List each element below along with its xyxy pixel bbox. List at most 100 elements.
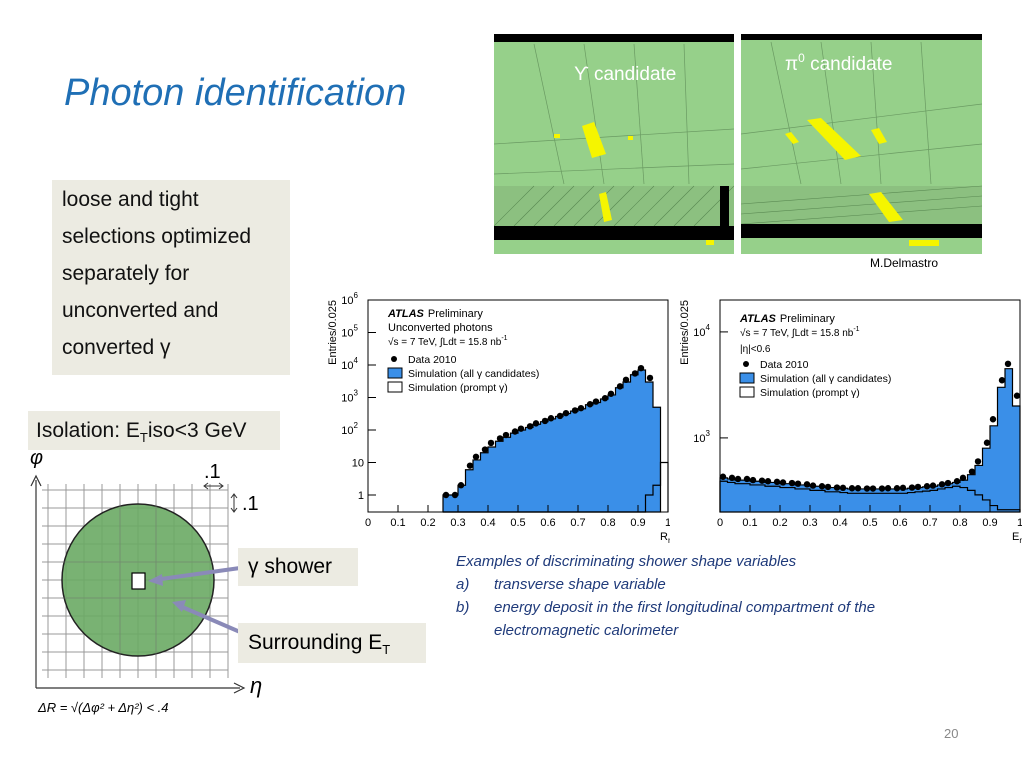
data-point [938,481,946,488]
chart-subtitle: Unconverted photons [388,322,493,334]
chart-cut: |η|<0.6 [740,344,771,355]
data-point [743,475,751,483]
data-point [496,435,504,442]
caption-continuation: electromagnetic calorimeter [494,622,679,639]
x-tick-label: 0 [365,517,371,529]
cell-width-label: .1 [204,461,221,483]
data-point [758,477,766,484]
data-point [1004,360,1012,368]
data-point [622,376,630,384]
y-tick-label: 104 [341,356,358,372]
x-tick-label: 0.4 [832,517,847,529]
data-point [556,412,564,420]
data-point [719,473,727,480]
x-tick-label: 0.5 [862,517,877,529]
selection-line: selections optimized [62,225,252,248]
x-tick-label: 1 [665,517,670,529]
legend-marker-box [387,381,403,393]
data-point [773,478,781,486]
x-tick-label: 0 [717,517,723,529]
caption-marker: a) [456,576,470,593]
shower-cluster [582,122,606,158]
data-point [571,407,579,414]
data-point [466,462,474,469]
legend-label: Simulation (all γ candidates) [760,373,891,385]
selection-line: unconverted and [62,299,219,322]
data-point [562,409,570,417]
selection-line: converted γ [62,336,171,359]
data-point [839,484,847,492]
data-point [803,481,811,488]
event-display-upsilon: ϒ candidate [494,34,734,254]
data-point [442,491,450,499]
caption-item: a) transverse shape variable [456,576,1016,599]
page-number: 20 [944,726,959,741]
legend-label: Data 2010 [760,359,809,371]
data-point [532,420,540,427]
chart-r-eta: 0 0.1 0.2 0.3 0.4 0.5 0.6 0.7 0.8 0.9 1 1 10 102 103 10… [327,291,670,545]
shower-cluster [807,118,861,160]
data-point [779,479,787,486]
data-point [923,483,931,490]
eta-label: η [250,673,262,698]
x-tick-label: 0.3 [450,517,465,529]
data-point [451,491,459,499]
data-point [764,478,772,485]
x-tick-label: 0.6 [892,517,907,529]
x-tick-label: 0.5 [510,517,525,529]
data-point [457,482,465,489]
data-point [734,475,742,483]
data-point [869,485,877,492]
legend-marker-dot [743,361,749,367]
data-point [631,370,639,377]
x-tick-label: 1 [1017,517,1022,529]
caption-line: Examples of discriminating shower shape … [456,553,797,570]
data-point [848,485,856,492]
y-tick-label: 104 [693,323,710,339]
data-point [824,483,832,491]
y-axis-label: Entries/0.025 [679,300,691,365]
data-point [517,425,525,432]
data-point [794,480,802,487]
data-point [863,485,871,492]
shower-label: γ shower [238,548,358,586]
data-point [586,401,594,408]
data-point [908,484,916,491]
data-point [728,474,736,482]
caption-text: energy deposit in the first longitudinal… [494,599,876,616]
data-point [788,479,796,487]
event-label-pi0: π0 candidate [785,51,892,75]
legend-label: Simulation (all γ candidates) [408,368,539,380]
y-tick-label: 103 [341,389,358,405]
selection-line: separately for [62,262,190,285]
data-point [472,453,480,460]
data-point [998,377,1006,384]
event-display-pi0: π0 candidate [741,34,982,254]
data-point [914,483,922,491]
data-point [983,439,991,446]
isolation-suffix: iso<3 GeV [147,419,247,442]
data-point [616,383,624,390]
legend-marker-box [739,386,755,398]
y-tick-label: 1 [358,490,364,502]
data-point [646,374,654,382]
data-point [818,483,826,490]
legend-label: Simulation (prompt γ) [408,382,508,394]
legend-label: Data 2010 [408,354,457,366]
y-axis-label: Entries/0.025 [327,300,339,365]
isolation-sub: T [139,430,148,446]
caption-marker: b) [456,599,470,616]
x-tick-label: 0.2 [420,517,435,529]
isolation-prefix: Isolation: E [36,419,140,442]
caption: Examples of discriminating shower shape … [456,553,1016,645]
credit-label: M.Delmastro [870,256,939,270]
legend-marker-box [739,372,755,384]
data-point [944,479,952,487]
x-tick-label: 0.7 [570,517,585,529]
series-simulation-prompt [719,480,1021,512]
event-label-upsilon: ϒ candidate [574,64,676,85]
isolation-label: Isolation: ETiso<3 GeV [28,411,280,450]
surrounding-label: Surrounding ET [238,623,426,663]
x-axis-label: Rη [660,531,670,545]
x-tick-label: 0.8 [952,517,967,529]
